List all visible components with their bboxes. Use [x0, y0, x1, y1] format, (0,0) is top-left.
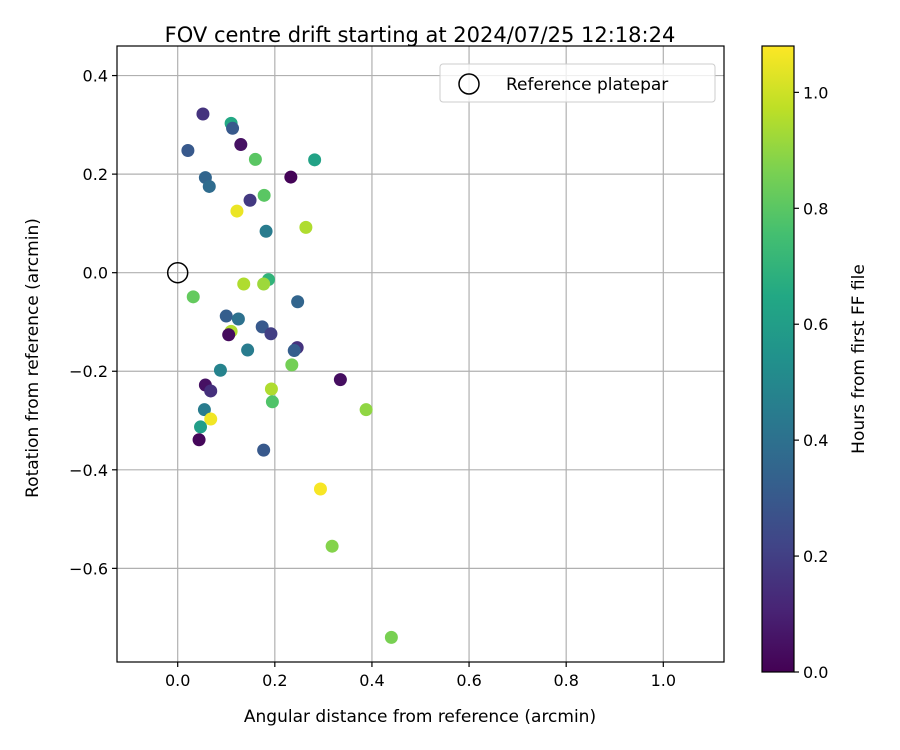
- scatter-point: [231, 312, 245, 326]
- scatter-point: [237, 277, 251, 291]
- chart-title: FOV centre drift starting at 2024/07/25 …: [165, 23, 676, 47]
- reference-point-marker: [166, 261, 189, 284]
- y-axis-label: Rotation from reference (arcmin): [23, 218, 43, 498]
- scatter-point: [222, 328, 236, 342]
- colorbar: 0.0 0.2 0.4 0.6 0.8 1.0 Hours from first FF f…: [761, 45, 869, 682]
- y-tick-label: −0.2: [69, 362, 108, 381]
- scatter-point: [197, 403, 211, 417]
- colorbar-label: Hours from first FF file: [849, 264, 869, 454]
- scatter-point: [213, 363, 227, 377]
- scatter-point: [192, 433, 206, 447]
- scatter-point: [196, 107, 210, 121]
- y-tick-label: 0.4: [83, 67, 108, 86]
- scatter-point: [181, 143, 195, 157]
- x-tick-label: 0.6: [456, 671, 481, 690]
- x-tick-label: 0.0: [165, 671, 190, 690]
- legend: Reference platepar: [439, 63, 716, 103]
- scatter-point: [257, 188, 271, 202]
- legend-marker-icon: [458, 73, 480, 95]
- colorbar-tick-label: 0.0: [803, 663, 828, 682]
- scatter-point: [194, 420, 208, 434]
- scatter-point: [257, 277, 271, 291]
- y-tick-label: −0.6: [69, 559, 108, 578]
- y-tick-label: 0.2: [83, 165, 108, 184]
- scatter-point: [202, 179, 216, 193]
- scatter-point: [285, 358, 299, 372]
- scatter-point: [255, 320, 269, 334]
- scatter-point: [241, 343, 255, 357]
- legend-entry: Reference platepar: [506, 75, 668, 95]
- colorbar-ticks: 0.0 0.2 0.4 0.6 0.8 1.0: [794, 83, 828, 682]
- x-axis-label: Angular distance from reference (arcmin): [244, 707, 596, 727]
- scatter-point: [204, 384, 218, 398]
- y-tick-label: 0.0: [83, 264, 108, 283]
- x-axis-ticks: 0.0 0.2 0.4 0.6 0.8 1.0: [165, 662, 676, 690]
- scatter-point: [204, 412, 218, 426]
- scatter-point: [333, 373, 347, 387]
- scatter-point: [284, 170, 298, 184]
- plot-frame: [116, 45, 725, 663]
- scatter-point: [384, 630, 398, 644]
- scatter-point: [259, 224, 273, 238]
- x-tick-label: 0.8: [553, 671, 578, 690]
- scatter-point: [264, 327, 278, 341]
- legend-box: [439, 63, 716, 103]
- scatter-point: [325, 539, 339, 553]
- grid: [117, 46, 724, 662]
- scatter-point: [219, 309, 233, 323]
- scatter-point: [257, 443, 271, 457]
- y-axis-ticks: 0.4 0.2 0.0 −0.2 −0.4 −0.6: [69, 67, 117, 578]
- scatter-point: [243, 193, 257, 207]
- colorbar-tick-label: 0.6: [803, 315, 828, 334]
- colorbar-gradient: [762, 46, 794, 672]
- scatter-point: [226, 121, 240, 135]
- scatter-point: [287, 344, 301, 358]
- colorbar-tick-label: 0.8: [803, 199, 828, 218]
- scatter-point: [291, 295, 305, 309]
- scatter-point: [264, 382, 278, 396]
- plot-background: [117, 46, 724, 662]
- colorbar-tick-label: 0.2: [803, 547, 828, 566]
- scatter-point: [230, 204, 244, 218]
- scatter-point: [299, 220, 313, 234]
- scatter-point: [359, 403, 373, 417]
- scatter-point: [313, 482, 327, 496]
- x-tick-label: 0.4: [359, 671, 384, 690]
- colorbar-frame: [761, 45, 795, 673]
- scatter-point: [265, 395, 279, 409]
- x-tick-label: 1.0: [651, 671, 676, 690]
- colorbar-tick-label: 1.0: [803, 83, 828, 102]
- scatter-point: [248, 152, 262, 166]
- scatter-point: [234, 138, 248, 152]
- x-tick-label: 0.2: [262, 671, 287, 690]
- scatter-point: [186, 290, 200, 304]
- colorbar-tick-label: 0.4: [803, 431, 828, 450]
- scatter-point: [308, 153, 322, 167]
- scatter-points: [181, 107, 398, 644]
- y-tick-label: −0.4: [69, 461, 108, 480]
